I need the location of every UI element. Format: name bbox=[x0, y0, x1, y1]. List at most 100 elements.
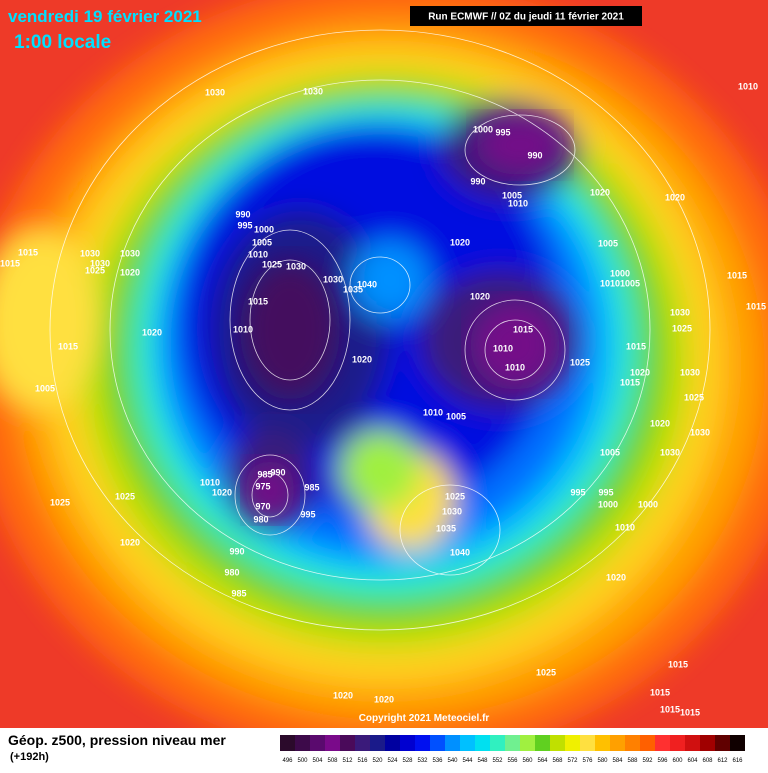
isobar-label: 1020 bbox=[120, 537, 140, 547]
isobar-label: 975 bbox=[255, 481, 270, 491]
isobar-label: 985 bbox=[231, 588, 246, 598]
isobar-label: 1020 bbox=[352, 354, 372, 364]
isobar-label: 1020 bbox=[450, 237, 470, 247]
legend-subtitle: (+192h) bbox=[10, 751, 49, 763]
legend-title: Géop. z500, pression niveau mer bbox=[8, 732, 226, 748]
scale-swatch bbox=[415, 735, 430, 751]
scale-swatch bbox=[535, 735, 550, 751]
isobar-label: 1005 bbox=[446, 411, 466, 421]
isobar-label: 1015 bbox=[680, 707, 700, 717]
scale-label: 604 bbox=[687, 758, 698, 764]
isobar-label: 1020 bbox=[650, 418, 670, 428]
isobar-label: 985 bbox=[304, 482, 319, 492]
isobar-label: 1005 bbox=[598, 238, 618, 248]
scale-label: 524 bbox=[387, 758, 398, 764]
isobar-label: 990 bbox=[270, 467, 285, 477]
map-time: 1:00 locale bbox=[14, 32, 111, 53]
isobar-label: 1030 bbox=[690, 427, 710, 437]
isobar-label: 1030 bbox=[660, 447, 680, 457]
scale-label: 536 bbox=[432, 758, 443, 764]
scale-swatch bbox=[655, 735, 670, 751]
isobar-label: 1030 bbox=[670, 307, 690, 317]
isobar-label: 1030 bbox=[323, 274, 343, 284]
scale-swatch bbox=[700, 735, 715, 751]
scale-label: 596 bbox=[657, 758, 668, 764]
isobar-label: 995 bbox=[237, 220, 252, 230]
isobar-label: 980 bbox=[253, 514, 268, 524]
isobar-label: 980 bbox=[224, 567, 239, 577]
isobar-label: 1015 bbox=[660, 704, 680, 714]
scale-label: 552 bbox=[492, 758, 503, 764]
scale-label: 600 bbox=[672, 758, 683, 764]
isobar-label: 1030 bbox=[442, 506, 462, 516]
isobar-label: 1010 bbox=[423, 407, 443, 417]
isobar-label: 1015 bbox=[668, 659, 688, 669]
scale-swatch bbox=[340, 735, 355, 751]
isobar-label: 1030 bbox=[680, 367, 700, 377]
scale-swatch bbox=[730, 735, 745, 751]
scale-swatch bbox=[610, 735, 625, 751]
isobar-label: 1005 bbox=[35, 383, 55, 393]
isobar-label: 1025 bbox=[672, 323, 692, 333]
isobar-label: 1020 bbox=[630, 367, 650, 377]
scale-swatch bbox=[685, 735, 700, 751]
isobar-label: 1030 bbox=[303, 86, 323, 96]
scale-label: 588 bbox=[627, 758, 638, 764]
isobar-label: 990 bbox=[235, 209, 250, 219]
scale-label: 544 bbox=[462, 758, 473, 764]
scale-label: 608 bbox=[702, 758, 713, 764]
scale-swatch bbox=[280, 735, 295, 751]
isobar-label: 995 bbox=[570, 487, 585, 497]
copyright: Copyright 2021 Meteociel.fr bbox=[359, 713, 490, 724]
scale-swatch bbox=[370, 735, 385, 751]
map-title: vendredi 19 février 2021 bbox=[8, 7, 202, 26]
isobar-label: 1020 bbox=[374, 694, 394, 704]
scale-swatch bbox=[565, 735, 580, 751]
isobar-label: 1005 bbox=[620, 278, 640, 288]
isobar-label: 1010 bbox=[505, 362, 525, 372]
isobar-label: 1030 bbox=[120, 248, 140, 258]
isobar-label: 990 bbox=[229, 546, 244, 556]
isobar-label: 995 bbox=[598, 487, 613, 497]
isobar-label: 1000 bbox=[610, 268, 630, 278]
isobar-label: 1020 bbox=[606, 572, 626, 582]
scale-swatch bbox=[595, 735, 610, 751]
scale-label: 496 bbox=[282, 758, 293, 764]
isobar-label: 1030 bbox=[286, 261, 306, 271]
scale-swatch bbox=[325, 735, 340, 751]
scale-swatch bbox=[520, 735, 535, 751]
scale-swatch bbox=[430, 735, 445, 751]
scale-swatch bbox=[490, 735, 505, 751]
scale-label: 504 bbox=[312, 758, 323, 764]
scale-swatch bbox=[310, 735, 325, 751]
isobar-label: 1025 bbox=[115, 491, 135, 501]
isobar-label: 1020 bbox=[333, 690, 353, 700]
scale-swatch bbox=[355, 735, 370, 751]
scale-label: 576 bbox=[582, 758, 593, 764]
isobar-label: 1035 bbox=[436, 523, 456, 533]
scale-swatch bbox=[580, 735, 595, 751]
run-box bbox=[410, 6, 642, 26]
scale-label: 584 bbox=[612, 758, 623, 764]
scale-swatch bbox=[640, 735, 655, 751]
scale-label: 572 bbox=[567, 758, 578, 764]
scale-swatch bbox=[715, 735, 730, 751]
isobar-label: 1025 bbox=[50, 497, 70, 507]
scale-label: 532 bbox=[417, 758, 428, 764]
isobar-label: 1000 bbox=[473, 124, 493, 134]
isobar-label: 1015 bbox=[0, 258, 20, 268]
isobar-label: 1010 bbox=[233, 324, 253, 334]
isobar-label: 1010 bbox=[493, 343, 513, 353]
isobar-label: 1025 bbox=[445, 491, 465, 501]
scale-label: 556 bbox=[507, 758, 518, 764]
scale-label: 520 bbox=[372, 758, 383, 764]
scale-swatch bbox=[505, 735, 520, 751]
scale-label: 548 bbox=[477, 758, 488, 764]
isobar-label: 990 bbox=[527, 150, 542, 160]
isobar-label: 1020 bbox=[212, 487, 232, 497]
scale-label: 528 bbox=[402, 758, 413, 764]
isobar-label: 1020 bbox=[120, 267, 140, 277]
isobar-label: 1010 bbox=[615, 522, 635, 532]
isobar-label: 1030 bbox=[90, 258, 110, 268]
